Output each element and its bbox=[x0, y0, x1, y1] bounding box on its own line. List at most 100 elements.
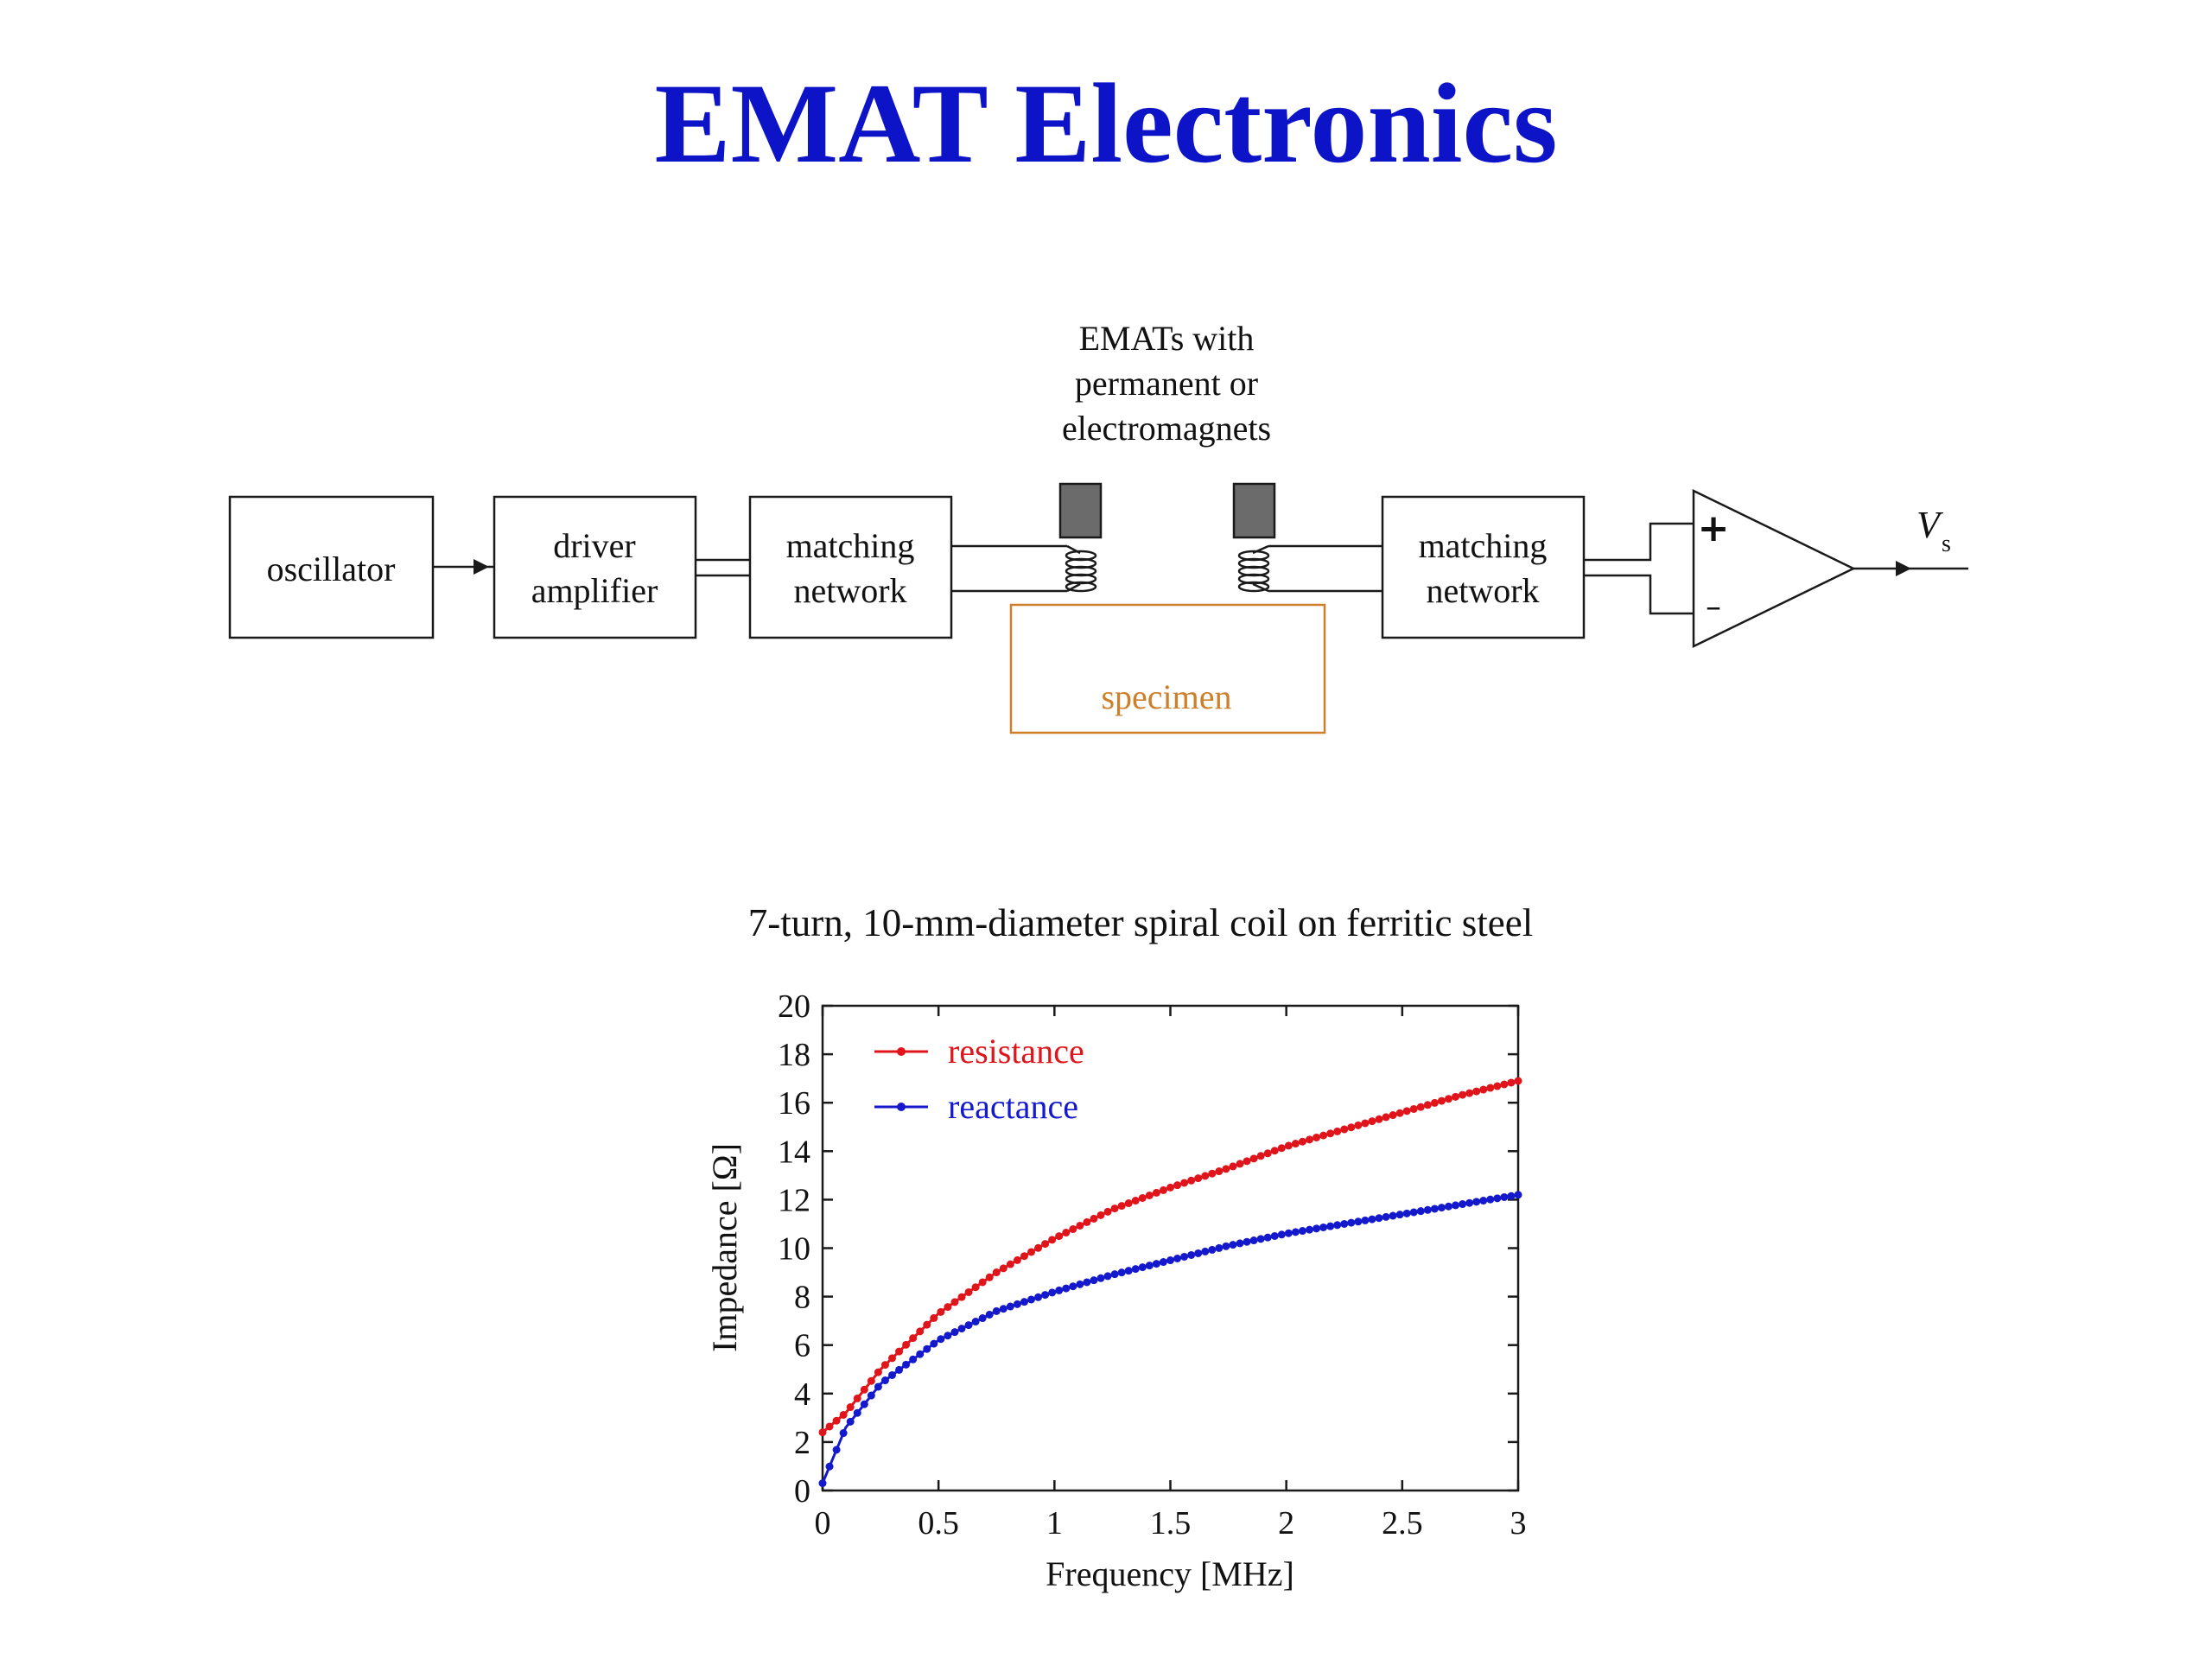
resistance-point bbox=[1020, 1252, 1028, 1261]
reactance-point bbox=[971, 1318, 980, 1326]
legend-marker-reactance bbox=[897, 1103, 906, 1111]
reactance-point bbox=[1034, 1293, 1043, 1301]
resistance-point bbox=[1284, 1141, 1293, 1150]
reactance-point bbox=[1493, 1194, 1502, 1203]
resistance-point bbox=[957, 1293, 966, 1301]
resistance-point bbox=[1222, 1165, 1230, 1173]
resistance-point bbox=[1459, 1090, 1467, 1099]
reactance-point bbox=[1138, 1263, 1147, 1272]
matching-network-tx-box bbox=[748, 495, 953, 639]
reactance-point bbox=[1222, 1242, 1230, 1250]
oscillator-label: oscillator bbox=[267, 550, 396, 588]
reactance-point bbox=[1263, 1233, 1272, 1242]
reactance-point bbox=[937, 1335, 945, 1344]
reactance-point bbox=[1041, 1291, 1050, 1300]
x-tick-label: 3 bbox=[1510, 1505, 1527, 1541]
reactance-point bbox=[818, 1479, 827, 1488]
reactance-point bbox=[1013, 1300, 1021, 1308]
reactance-point bbox=[1375, 1214, 1383, 1223]
reactance-point bbox=[978, 1314, 987, 1323]
reactance-point bbox=[1208, 1245, 1217, 1254]
resistance-point bbox=[1465, 1089, 1474, 1097]
reactance-point bbox=[1027, 1295, 1035, 1304]
legend-label-resistance: resistance bbox=[948, 1032, 1084, 1071]
resistance-point bbox=[1409, 1104, 1418, 1113]
resistance-point bbox=[895, 1347, 904, 1356]
resistance-point bbox=[1277, 1144, 1286, 1153]
reactance-point bbox=[1347, 1218, 1356, 1227]
reactance-point bbox=[1486, 1195, 1495, 1204]
x-tick-label: 1 bbox=[1046, 1505, 1063, 1541]
y-axis: 0 2 4 6 8 10 12 14 16 18 20 bbox=[778, 988, 1518, 1510]
resistance-point bbox=[1069, 1225, 1077, 1234]
reactance-point bbox=[1395, 1211, 1404, 1219]
match-rx-line1: matching bbox=[1419, 526, 1548, 565]
reactance-point bbox=[1069, 1282, 1077, 1291]
osc-driver-arrow-icon bbox=[474, 559, 489, 575]
resistance-point bbox=[1236, 1160, 1244, 1168]
resistance-point bbox=[825, 1422, 834, 1431]
resistance-point bbox=[1110, 1205, 1119, 1213]
resistance-point bbox=[1173, 1181, 1182, 1190]
y-tick-label: 4 bbox=[794, 1376, 810, 1413]
resistance-point bbox=[1298, 1137, 1306, 1146]
resistance-point bbox=[1306, 1135, 1313, 1144]
resistance-point bbox=[1076, 1221, 1084, 1230]
reactance-point bbox=[944, 1332, 952, 1340]
rx-coil-icon bbox=[1237, 550, 1270, 593]
x-tick-label: 0 bbox=[815, 1505, 831, 1541]
resistance-point bbox=[1389, 1111, 1397, 1120]
y-tick-label: 6 bbox=[794, 1328, 810, 1364]
resistance-point bbox=[1013, 1255, 1021, 1264]
reactance-point bbox=[1361, 1216, 1370, 1224]
x-axis: 0 0.5 1 1.5 2 2.5 3 bbox=[815, 1006, 1527, 1541]
resistance-point bbox=[839, 1410, 848, 1419]
tx-magnet bbox=[1058, 482, 1103, 539]
resistance-point bbox=[1041, 1240, 1050, 1249]
resistance-point bbox=[978, 1278, 987, 1287]
reactance-point bbox=[1313, 1224, 1321, 1233]
y-tick-label: 2 bbox=[794, 1425, 810, 1461]
reactance-point bbox=[1306, 1225, 1313, 1234]
resistance-point bbox=[909, 1334, 918, 1343]
resistance-point bbox=[1313, 1133, 1321, 1141]
rx-amp-wire-minus bbox=[1584, 574, 1694, 615]
reactance-line bbox=[821, 1193, 1519, 1484]
series-resistance bbox=[818, 1077, 1522, 1437]
reactance-point bbox=[1507, 1192, 1516, 1200]
resistance-point bbox=[1138, 1193, 1147, 1202]
resistance-point bbox=[1152, 1188, 1160, 1197]
x-tick-label: 2 bbox=[1278, 1505, 1294, 1541]
resistance-point bbox=[1514, 1077, 1522, 1085]
y-tick-label: 18 bbox=[778, 1037, 810, 1073]
series-reactance bbox=[818, 1191, 1522, 1488]
reactance-point bbox=[1124, 1267, 1133, 1275]
reactance-point bbox=[1459, 1200, 1467, 1209]
reactance-point bbox=[985, 1310, 994, 1319]
resistance-point bbox=[1395, 1109, 1404, 1117]
output-label: V bbox=[1916, 504, 1944, 546]
match-tx-line2: network bbox=[793, 571, 906, 610]
reactance-point bbox=[1159, 1258, 1167, 1267]
reactance-point bbox=[999, 1305, 1007, 1313]
resistance-point bbox=[1452, 1092, 1460, 1101]
reactance-point bbox=[839, 1429, 848, 1438]
driver-label-line1: driver bbox=[553, 526, 636, 565]
resistance-point bbox=[1194, 1174, 1203, 1183]
reactance-point bbox=[1103, 1272, 1112, 1281]
resistance-point bbox=[1319, 1131, 1328, 1140]
reactance-point bbox=[957, 1325, 966, 1333]
reactance-point bbox=[1173, 1255, 1182, 1263]
driver-label-line2: amplifier bbox=[531, 571, 658, 610]
reactance-point bbox=[1298, 1227, 1306, 1236]
rx-coil-lead-bottom bbox=[1252, 582, 1269, 593]
resistance-point bbox=[1347, 1123, 1356, 1132]
resistance-point bbox=[902, 1340, 911, 1349]
resistance-point bbox=[1208, 1169, 1217, 1178]
resistance-point bbox=[950, 1298, 959, 1306]
reactance-point bbox=[867, 1391, 875, 1400]
resistance-point bbox=[971, 1283, 980, 1292]
resistance-point bbox=[1096, 1211, 1105, 1219]
matching-network-rx-box bbox=[1381, 495, 1586, 639]
resistance-point bbox=[867, 1376, 875, 1385]
